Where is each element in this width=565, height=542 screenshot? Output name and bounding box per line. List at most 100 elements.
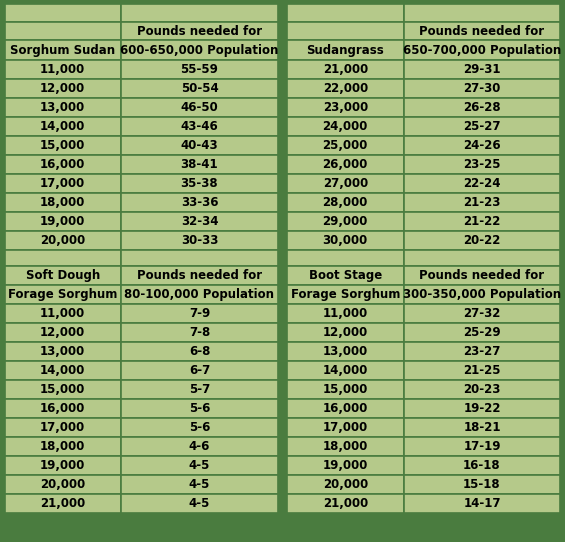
Bar: [287, 137, 403, 156]
Bar: [287, 494, 403, 513]
Bar: [403, 60, 560, 79]
Bar: [403, 285, 560, 305]
Text: 4-5: 4-5: [189, 459, 210, 472]
Text: 21-23: 21-23: [463, 196, 501, 209]
Bar: [287, 418, 403, 437]
Text: 18-21: 18-21: [463, 421, 501, 434]
Bar: [287, 79, 403, 98]
Bar: [5, 456, 121, 475]
Bar: [121, 437, 278, 456]
Text: 30,000: 30,000: [323, 234, 368, 247]
Bar: [287, 212, 403, 231]
Bar: [121, 343, 278, 362]
Bar: [287, 437, 403, 456]
Bar: [403, 212, 560, 231]
Bar: [287, 399, 403, 418]
Text: 13,000: 13,000: [40, 101, 85, 114]
Text: 32-34: 32-34: [181, 215, 218, 228]
Text: 13,000: 13,000: [323, 345, 368, 358]
Bar: [287, 98, 403, 117]
Bar: [403, 343, 560, 362]
Bar: [121, 399, 278, 418]
Bar: [287, 175, 403, 193]
Bar: [5, 117, 121, 137]
Bar: [5, 285, 121, 305]
Text: Pounds needed for: Pounds needed for: [137, 269, 262, 282]
Text: 43-46: 43-46: [181, 120, 218, 133]
Text: 16-18: 16-18: [463, 459, 501, 472]
Bar: [403, 418, 560, 437]
Bar: [287, 60, 403, 79]
Text: 16,000: 16,000: [323, 402, 368, 415]
Text: 7-9: 7-9: [189, 307, 210, 320]
Text: 21-22: 21-22: [463, 215, 501, 228]
Bar: [121, 456, 278, 475]
Bar: [287, 456, 403, 475]
Text: 4-5: 4-5: [189, 479, 210, 492]
Bar: [5, 494, 121, 513]
Text: 22-24: 22-24: [463, 177, 501, 190]
Bar: [287, 4, 403, 22]
Bar: [121, 193, 278, 212]
Bar: [5, 193, 121, 212]
Text: 17-19: 17-19: [463, 440, 501, 453]
Text: 650-700,000 Population: 650-700,000 Population: [403, 44, 561, 57]
Text: 80-100,000 Population: 80-100,000 Population: [124, 288, 275, 301]
Text: Soft Dough: Soft Dough: [25, 269, 100, 282]
Bar: [5, 60, 121, 79]
Text: 50-54: 50-54: [181, 82, 218, 95]
Bar: [5, 380, 121, 399]
Text: 23-27: 23-27: [463, 345, 501, 358]
Bar: [5, 362, 121, 380]
Bar: [287, 231, 403, 250]
Text: 18,000: 18,000: [323, 440, 368, 453]
Bar: [121, 137, 278, 156]
Bar: [287, 324, 403, 343]
Bar: [287, 380, 403, 399]
Text: 15,000: 15,000: [40, 383, 85, 396]
Text: Forage Sorghum: Forage Sorghum: [290, 288, 400, 301]
Text: 24-26: 24-26: [463, 139, 501, 152]
Bar: [287, 193, 403, 212]
Bar: [121, 4, 278, 22]
Text: 14,000: 14,000: [40, 120, 85, 133]
Bar: [403, 231, 560, 250]
Text: 7-8: 7-8: [189, 326, 210, 339]
Bar: [403, 156, 560, 175]
Text: 15-18: 15-18: [463, 479, 501, 492]
Bar: [5, 418, 121, 437]
Text: 12,000: 12,000: [40, 326, 85, 339]
Bar: [403, 137, 560, 156]
Bar: [403, 399, 560, 418]
Bar: [403, 437, 560, 456]
Bar: [121, 494, 278, 513]
Bar: [403, 98, 560, 117]
Text: 26,000: 26,000: [323, 158, 368, 171]
Text: 19,000: 19,000: [40, 459, 85, 472]
Text: 17,000: 17,000: [40, 421, 85, 434]
Text: 27,000: 27,000: [323, 177, 368, 190]
Text: 25-27: 25-27: [463, 120, 501, 133]
Text: 11,000: 11,000: [40, 307, 85, 320]
Text: 35-38: 35-38: [181, 177, 218, 190]
Bar: [403, 250, 560, 266]
Text: Sorghum Sudan: Sorghum Sudan: [10, 44, 115, 57]
Bar: [5, 40, 121, 60]
Bar: [121, 380, 278, 399]
Text: 5-6: 5-6: [189, 421, 210, 434]
Text: 38-41: 38-41: [181, 158, 218, 171]
Bar: [403, 305, 560, 324]
Bar: [403, 117, 560, 137]
Text: Pounds needed for: Pounds needed for: [419, 269, 545, 282]
Text: Pounds needed for: Pounds needed for: [137, 25, 262, 38]
Text: Pounds needed for: Pounds needed for: [419, 25, 545, 38]
Text: 21,000: 21,000: [40, 498, 85, 511]
Bar: [403, 266, 560, 285]
Text: 18,000: 18,000: [40, 440, 85, 453]
Bar: [5, 399, 121, 418]
Text: Sudangrass: Sudangrass: [306, 44, 384, 57]
Bar: [403, 4, 560, 22]
Text: 13,000: 13,000: [40, 345, 85, 358]
Text: 27-32: 27-32: [463, 307, 501, 320]
Bar: [403, 193, 560, 212]
